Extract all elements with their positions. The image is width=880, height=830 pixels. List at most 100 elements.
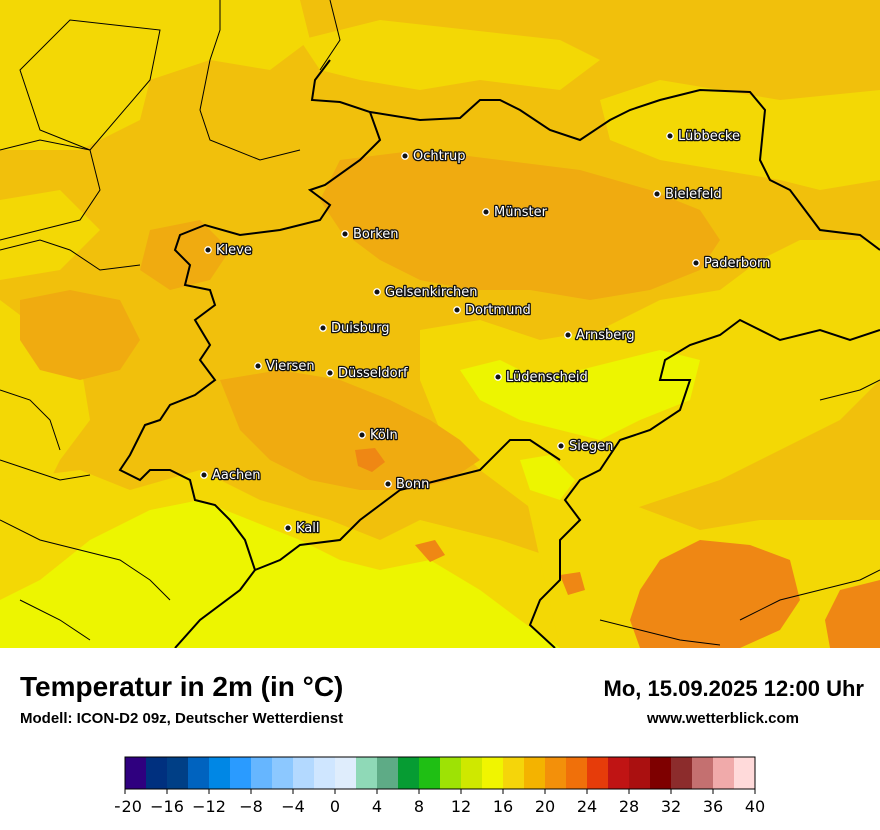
city-dot	[453, 306, 461, 314]
city-dot	[666, 132, 674, 140]
city-label: Duisburg	[331, 321, 390, 336]
colorbar-tick-label: 0	[330, 797, 340, 816]
city-marker: Bielefeld	[653, 186, 723, 203]
colorbar-cell	[692, 757, 714, 789]
city-dot	[319, 324, 327, 332]
city-label: Bielefeld	[665, 187, 722, 202]
colorbar-tick-label: −8	[239, 797, 263, 816]
colorbar-tick-label: 24	[577, 797, 597, 816]
city-dot	[557, 442, 565, 450]
city-marker: Köln	[358, 427, 399, 444]
city-marker: Aachen	[200, 467, 262, 484]
city-label: Kleve	[216, 243, 252, 258]
colorbar-cell	[629, 757, 651, 789]
colorbar-tick-label: 20	[535, 797, 555, 816]
model-info: Modell: ICON-D2 09z, Deutscher Wetterdie…	[20, 710, 344, 727]
city-dot	[401, 152, 409, 160]
city-marker: Lüdenscheid	[494, 369, 589, 386]
city-label: Düsseldorf	[338, 366, 408, 381]
city-label: Bonn	[396, 477, 429, 492]
colorbar-cell	[398, 757, 420, 789]
colorbar-tick-label: 16	[493, 797, 513, 816]
colorbar-tick-label: 36	[703, 797, 723, 816]
city-marker: Bonn	[384, 476, 431, 493]
website-link[interactable]: www.wetterblick.com	[647, 710, 799, 727]
colorbar-cell	[356, 757, 378, 789]
city-dot	[384, 480, 392, 488]
city-label: Köln	[370, 428, 398, 443]
nrw-state-border	[118, 59, 880, 648]
city-label: Gelsenkirchen	[385, 285, 478, 300]
city-dot	[494, 373, 502, 381]
colorbar-cell	[167, 757, 189, 789]
temperature-colorbar: −20 −16 −12 −8 −4 0 4 8 12 16 20 24 28 32 36 40	[115, 756, 765, 816]
colorbar-cell	[440, 757, 462, 789]
city-label: Borken	[353, 227, 399, 242]
colorbar-cell	[125, 757, 147, 789]
state-borders	[0, 0, 880, 646]
city-dot	[373, 288, 381, 296]
colorbar-cell	[587, 757, 609, 789]
temp-zone-14	[0, 350, 700, 648]
city-marker: Gelsenkirchen	[373, 284, 479, 301]
city-label: Lüdenscheid	[506, 370, 588, 385]
colorbar-cell	[566, 757, 588, 789]
colorbar-cell	[650, 757, 672, 789]
colorbar-cell	[482, 757, 504, 789]
city-marker: Paderborn	[692, 255, 772, 272]
city-marker: Kleve	[204, 242, 253, 259]
city-dot	[564, 331, 572, 339]
city-label: Dortmund	[465, 303, 531, 318]
city-label: Münster	[494, 205, 548, 220]
colorbar-cell	[377, 757, 399, 789]
city-label: Viersen	[266, 359, 315, 374]
temp-zone-22	[355, 448, 880, 648]
city-marker: Kall	[284, 520, 321, 537]
colorbar-cell	[188, 757, 210, 789]
colorbar-tick-label: −4	[281, 797, 305, 816]
city-dot	[204, 246, 212, 254]
city-marker: Düsseldorf	[326, 365, 409, 382]
colorbar-tick-label: −12	[192, 797, 226, 816]
colorbar-cell	[272, 757, 294, 789]
colorbar-tick-label: −20	[115, 797, 142, 816]
city-dot	[254, 362, 262, 370]
colorbar-tick-label: 28	[619, 797, 639, 816]
temp-zone-20	[20, 150, 720, 490]
city-label: Lübbecke	[678, 129, 740, 144]
city-marker: Borken	[341, 226, 400, 243]
city-marker: Siegen	[557, 438, 615, 455]
map-title: Temperatur in 2m (in °C)	[20, 671, 344, 702]
colorbar-cell	[335, 757, 357, 789]
city-dot	[358, 431, 366, 439]
city-label: Arnsberg	[576, 328, 635, 343]
colorbar-cell	[314, 757, 336, 789]
city-markers: Lübbecke Ochtrup Bielefeld Münster Kleve Bork…	[200, 128, 772, 537]
colorbar-tick-label: 32	[661, 797, 681, 816]
colorbar-cell	[419, 757, 441, 789]
colorbar-cell	[734, 757, 756, 789]
city-marker: Arnsberg	[564, 327, 636, 344]
city-label: Siegen	[569, 439, 613, 454]
city-marker: Ochtrup	[401, 148, 467, 165]
city-marker: Viersen	[254, 358, 316, 375]
colorbar-cell	[230, 757, 252, 789]
colorbar-cell	[524, 757, 546, 789]
colorbar-tick-label: 12	[451, 797, 471, 816]
city-label: Kall	[296, 521, 320, 536]
city-marker: Dortmund	[453, 302, 532, 319]
colorbar-cell	[146, 757, 168, 789]
temperature-map: Lübbecke Ochtrup Bielefeld Münster Kleve Bork…	[0, 0, 880, 648]
city-dot	[653, 190, 661, 198]
city-dot	[341, 230, 349, 238]
forecast-datetime: Mo, 15.09.2025 12:00 Uhr	[603, 676, 864, 701]
colorbar-tick-label: 8	[414, 797, 424, 816]
city-label: Ochtrup	[413, 149, 466, 164]
colorbar-cell	[251, 757, 273, 789]
colorbar-tick-label: 4	[372, 797, 382, 816]
city-dot	[326, 369, 334, 377]
city-label: Aachen	[212, 468, 260, 483]
colorbar-tick-label: 40	[745, 797, 765, 816]
colorbar-cell	[671, 757, 693, 789]
city-label: Paderborn	[704, 256, 770, 271]
